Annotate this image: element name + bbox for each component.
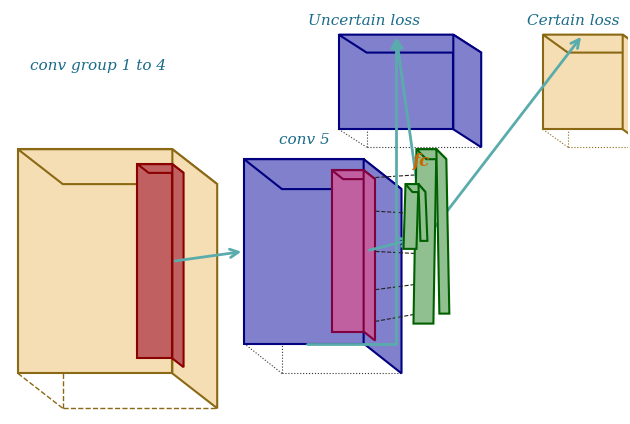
Polygon shape xyxy=(403,184,418,249)
Polygon shape xyxy=(413,149,437,324)
Polygon shape xyxy=(622,35,630,147)
Polygon shape xyxy=(332,170,375,179)
Polygon shape xyxy=(406,184,425,192)
Text: fc: fc xyxy=(413,153,431,170)
Polygon shape xyxy=(173,164,183,367)
Polygon shape xyxy=(543,35,630,53)
Polygon shape xyxy=(339,35,481,53)
Polygon shape xyxy=(244,159,401,189)
Text: conv 5: conv 5 xyxy=(279,133,329,147)
Polygon shape xyxy=(364,170,375,340)
Polygon shape xyxy=(137,164,183,173)
Polygon shape xyxy=(543,35,622,129)
Text: Uncertain loss: Uncertain loss xyxy=(307,14,420,28)
Polygon shape xyxy=(244,159,364,343)
Polygon shape xyxy=(18,149,173,374)
Polygon shape xyxy=(332,170,364,332)
Polygon shape xyxy=(454,35,481,147)
Polygon shape xyxy=(18,149,217,184)
Polygon shape xyxy=(416,149,446,159)
Polygon shape xyxy=(364,159,401,374)
Polygon shape xyxy=(437,149,449,314)
Polygon shape xyxy=(137,164,173,358)
Polygon shape xyxy=(173,149,217,408)
Polygon shape xyxy=(339,35,454,129)
Polygon shape xyxy=(418,184,427,241)
Text: Certain loss: Certain loss xyxy=(527,14,619,28)
Text: conv group 1 to 4: conv group 1 to 4 xyxy=(30,59,166,73)
